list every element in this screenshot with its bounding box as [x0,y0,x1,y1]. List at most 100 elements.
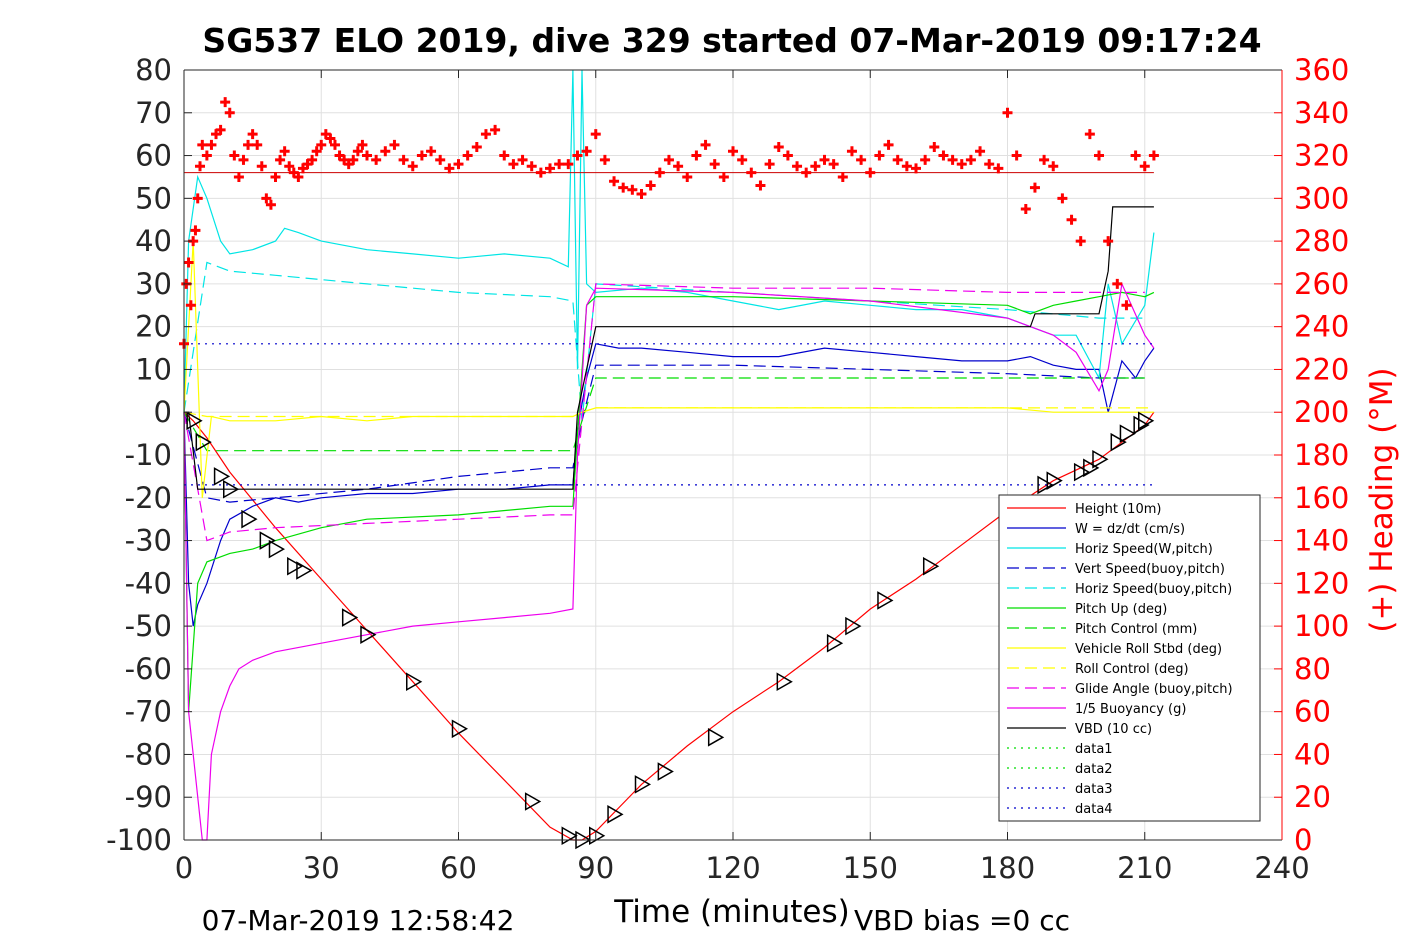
legend-label: Vehicle Roll Stbd (deg) [1075,642,1222,657]
triangle-marker [1037,475,1054,495]
heading-marker [965,154,976,165]
heading-marker [993,163,1004,174]
heading-marker [810,161,821,172]
triangle-marker [1110,432,1127,452]
chart-title: SG537 ELO 2019, dive 329 started 07-Mar-… [202,21,1261,60]
triangle-marker [1083,458,1100,478]
heading-marker [229,150,240,161]
triangle-marker [287,556,304,576]
triangle-marker [186,411,203,431]
y-right-tick-label: 260 [1294,267,1349,301]
heading-marker [801,167,812,178]
heading-marker [190,225,201,236]
y-right-tick-label: 20 [1294,780,1331,814]
y-left-tick-label: 50 [135,181,172,215]
heading-marker [645,180,656,191]
y-right-tick-label: 160 [1294,481,1349,515]
heading-marker [311,146,322,157]
heading-marker [1048,161,1059,172]
series-line [183,241,1154,498]
heading-marker [462,150,473,161]
series-line [183,407,1154,418]
heading-marker [828,159,839,170]
series-line [183,291,1155,712]
heading-marker [526,161,537,172]
heading-marker [673,161,684,172]
heading-marker [307,154,318,165]
x-tick-label: 90 [577,851,614,885]
triangle-marker [707,728,725,747]
x-tick-label: 120 [705,851,760,885]
legend-label: Horiz Speed(buoy,pitch) [1075,582,1232,597]
heading-marker [709,159,720,170]
y-left-tick-label: 70 [135,96,172,130]
y-left-tick-label: -80 [125,737,172,771]
y-right-tick-label: 80 [1294,652,1331,686]
x-tick-label: 210 [1117,851,1172,885]
heading-marker [270,171,281,182]
heading-marker [938,150,949,161]
heading-marker [1029,182,1040,193]
triangle-marker [223,479,240,499]
y-right-tick-label: 100 [1294,609,1349,643]
legend-label: data3 [1075,782,1113,797]
heading-marker [357,139,368,150]
triangle-marker [451,719,469,739]
triangle-marker [195,432,212,452]
triangle-marker [1119,424,1136,443]
y-right-tick-label: 180 [1294,438,1349,472]
y-left-tick-label: -100 [106,823,172,857]
heading-marker [247,129,258,140]
y-left-tick-label: -40 [125,566,172,600]
y-right-tick-label: 0 [1294,823,1312,857]
heading-marker [599,154,610,165]
heading-marker [195,161,206,172]
series-line [183,364,1145,503]
legend-label: Horiz Speed(W,pitch) [1075,542,1213,557]
heading-marker [892,154,903,165]
triangle-marker [341,608,359,627]
y-right-tick-label: 40 [1294,737,1331,771]
y-right-tick-label: 220 [1294,352,1349,386]
heading-marker [1002,107,1013,118]
triangle-marker [241,509,258,529]
heading-marker [490,124,501,135]
x-tick-label: 240 [1254,851,1309,885]
triangle-marker [1138,411,1155,431]
heading-marker [984,159,995,170]
triangle-marker [259,531,276,550]
heading-marker [856,154,867,165]
heading-marker [1020,204,1031,215]
heading-marker [627,184,638,195]
heading-marker [435,154,446,165]
heading-marker [819,154,830,165]
triangle-marker [406,672,423,692]
y-left-tick-label: 30 [135,267,172,301]
triangle-marker [922,556,940,576]
heading-marker [471,142,482,152]
heading-marker [206,139,217,150]
series-line [183,283,1145,542]
heading-marker [192,193,203,204]
heading-marker [224,107,235,118]
triangle-marker [657,762,674,781]
y-left-tick-label: 60 [135,139,172,173]
legend-label: W = dz/dt (cm/s) [1075,522,1185,537]
heading-marker [352,146,363,157]
heading-marker [185,300,196,311]
heading-marker [1039,154,1050,165]
triangle-marker [1073,462,1091,482]
heading-marker [911,163,921,174]
x-tick-label: 30 [303,851,340,885]
triangle-marker [1133,415,1150,435]
series-line [183,261,1145,421]
y-right-tick-label: 140 [1294,524,1349,558]
heading-marker [265,199,276,210]
heading-marker [389,139,400,150]
heading-marker [609,176,620,187]
legend: Height (10m) W = dz/dt (cm/s) Horiz Speed(… [998,494,1261,822]
heading-marker [416,150,427,161]
heading-marker [197,139,208,150]
